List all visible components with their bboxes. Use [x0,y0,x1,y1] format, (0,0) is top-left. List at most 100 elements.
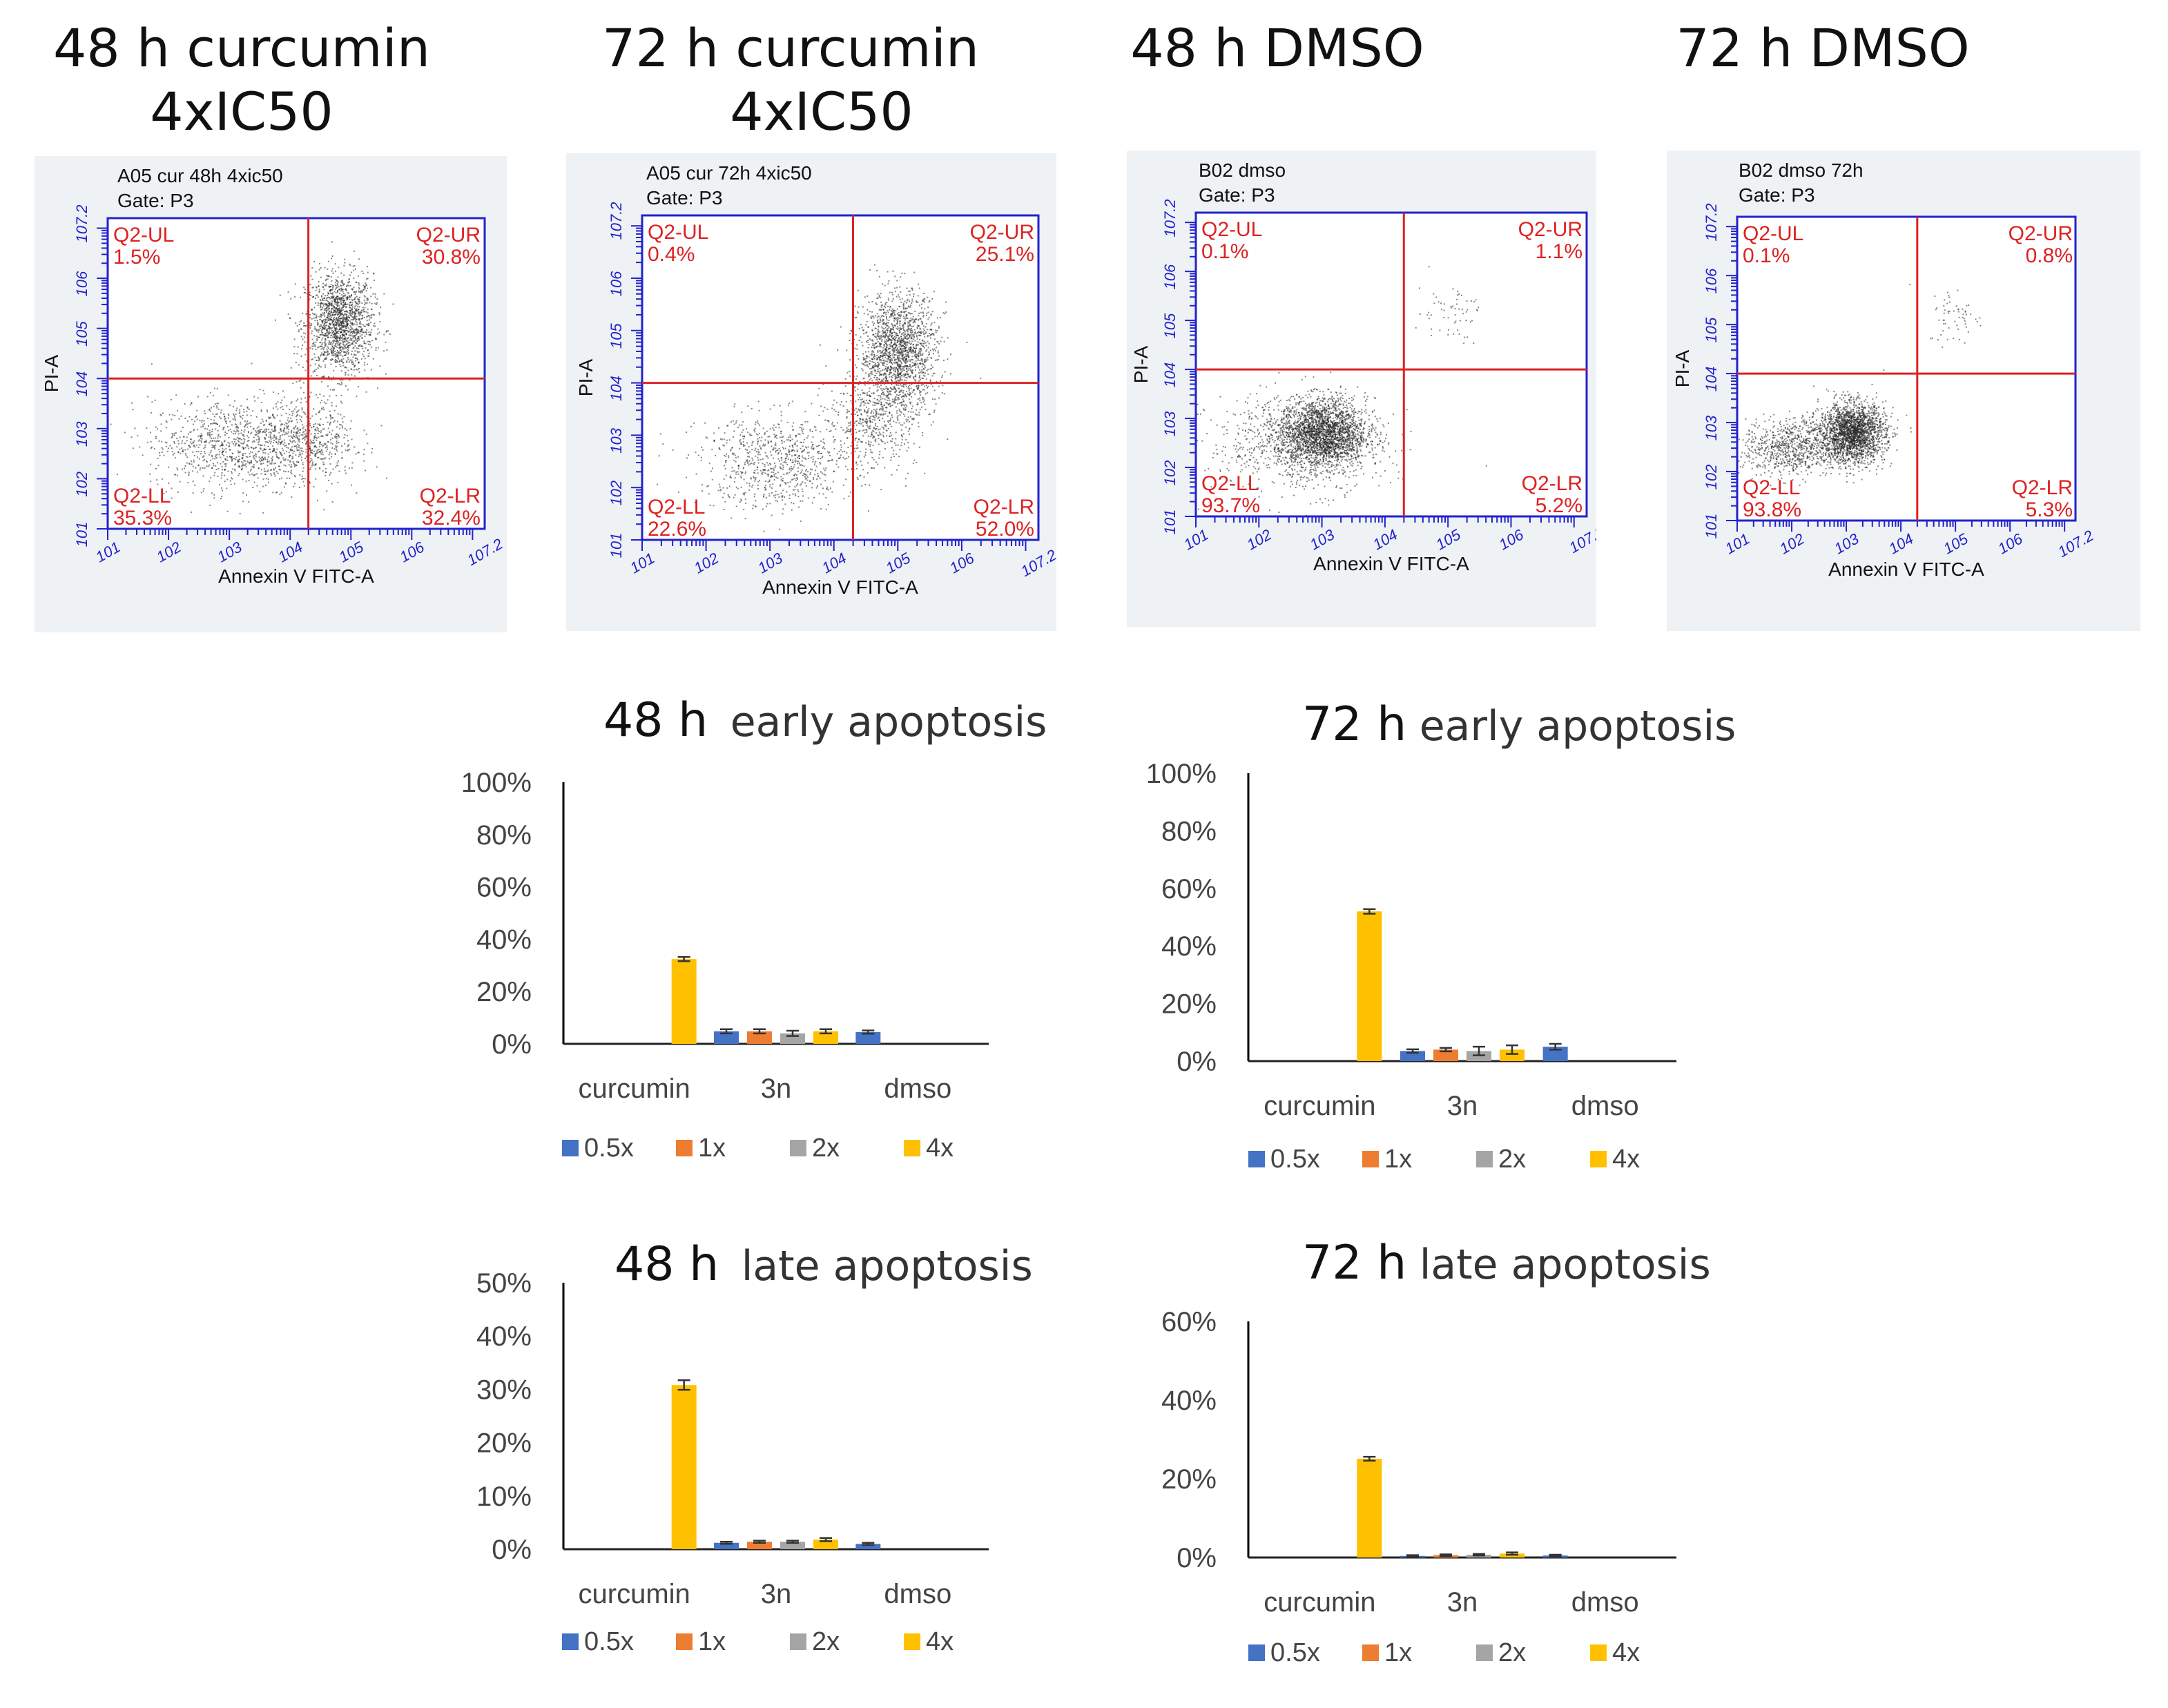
error-bar [1440,1553,1452,1557]
error-bar [677,955,690,962]
quadrant-ll-label: Q2-LL [648,496,705,518]
bar-4x-curcumin [671,1385,697,1549]
flow-y-tick-label: 104 [1703,367,1720,392]
flow-gate-label: Gate: P3 [117,190,194,211]
error-bar [1506,1044,1518,1055]
flow-y-tick-label: 102 [73,472,90,497]
flow-y-tick-label: 102 [608,481,625,506]
flow-y-tick-label: 104 [608,376,625,401]
error-bar [786,1540,799,1544]
error-bar [1406,1048,1419,1054]
chart-heading: 72 h [1302,697,1407,752]
quadrant-lr-value: 5.3% [2026,498,2073,521]
legend-swatch-1x [676,1633,693,1650]
flow-y-tick-label: 107.2 [1161,199,1179,237]
flow-header-2-line2: 4xIC50 [730,81,913,142]
flow-sample-label: B02 dmso [1199,159,1286,181]
quadrant-ur-value: 30.8% [422,246,481,269]
error-bar [1473,1045,1485,1056]
flow-y-tick-label: 106 [1703,268,1720,293]
quadrant-ur-value: 25.1% [976,243,1034,266]
legend-swatch-2x [790,1633,806,1650]
legend-label: 0.5x [584,1627,634,1656]
flow-header-1-line1: 48 h curcumin [53,17,430,79]
bar-0.5x-3n [714,1031,739,1044]
legend-label: 0.5x [1270,1638,1320,1667]
y-tick-label: 80% [476,820,532,851]
flow-y-axis-label: PI-A [1130,345,1152,383]
x-tick-label: curcumin [579,1579,690,1609]
flow-y-axis-label: PI-A [41,354,62,392]
flow-y-tick-label: 105 [1703,317,1720,342]
flow-y-tick-label: 106 [1161,264,1179,289]
chart-subtitle: late apoptosis [741,1242,1033,1290]
flow-sample-label: A05 cur 48h 4xic50 [117,165,283,186]
x-tick-label: curcumin [1264,1587,1375,1618]
flow-plot-2: A05 cur 72h 4xic50 Gate: P3 101 102 103 104… [575,162,1059,598]
y-tick-label: 10% [476,1482,532,1512]
flow-y-tick-label: 103 [73,421,90,447]
y-tick-label: 0% [1177,1543,1217,1573]
flow-x-axis-label: Annexin V FITC-A [1828,559,1984,580]
quadrant-ul-label: Q2-UL [1201,218,1262,241]
flow-header-4-line1: 72 h DMSO [1676,17,1970,79]
error-bar [720,1028,733,1035]
quadrant-ll-value: 93.8% [1743,498,1801,521]
x-tick-label: dmso [1571,1587,1639,1618]
bar-4x-3n [1500,1049,1525,1061]
flow-sample-label: B02 dmso 72h [1739,159,1864,181]
flow-y-tick-label: 106 [608,271,625,296]
quadrant-ll-label: Q2-LL [1201,472,1259,495]
legend-label: 4x [926,1627,954,1656]
flow-y-ticks: 101 102 103 104 105 106 107.2 [608,202,642,558]
flow-x-axis-label: Annexin V FITC-A [762,576,918,598]
legend-label: 1x [698,1134,726,1163]
flow-plot-4: B02 dmso 72h Gate: P3 101 102 103 104 105 106… [1672,159,2096,580]
quadrant-ur-value: 1.1% [1536,240,1583,263]
quadrant-ll-label: Q2-LL [1743,476,1800,499]
error-bar [1406,1554,1419,1558]
flow-y-ticks: 101 102 103 104 105 106 107.2 [73,204,108,547]
chart-title-late-72: 72 h late apoptosis [1302,1236,1711,1290]
quadrant-ur-label: Q2-UR [1518,218,1583,241]
quadrant-ll-value: 22.6% [648,518,706,541]
chart-title-late-48: 48 h late apoptosis [614,1237,1033,1292]
flow-y-ticks: 101 102 103 104 105 106 107.2 [1161,199,1196,534]
bar-2x-3n [780,1542,805,1549]
error-bar [862,1542,875,1546]
legend-label: 1x [1384,1145,1412,1174]
legend-swatch-1x [1362,1151,1379,1167]
flow-y-tick-label: 105 [73,321,90,347]
bar-1x-3n [1433,1049,1458,1061]
error-bar [1473,1553,1485,1557]
bar-0.5x-dmso [855,1031,881,1044]
y-tick-label: 40% [1161,931,1217,962]
flow-y-ticks: 101 102 103 104 105 106 107.2 [1703,203,1737,538]
y-tick-label: 40% [1161,1386,1217,1416]
flow-header-3-line1: 48 h DMSO [1130,17,1424,79]
quadrant-ur-label: Q2-UR [416,224,481,246]
flow-events [1738,284,1982,486]
legend-swatch-1x [1362,1644,1379,1661]
quadrant-ul-value: 1.5% [113,246,160,269]
flow-y-tick-label: 103 [608,427,625,453]
flow-sample-label: A05 cur 72h 4xic50 [646,162,812,184]
flow-y-tick-label: 104 [73,371,90,397]
legend-swatch-4x [1590,1151,1607,1167]
flow-plot-frame [1194,211,1588,518]
chart-heading: 48 h [603,693,708,748]
bar-4x-curcumin [1357,1458,1382,1557]
error-bar [677,1379,690,1391]
legend-label: 4x [926,1134,954,1163]
legend-label: 1x [698,1627,726,1656]
flow-y-tick-label: 107.2 [73,204,90,242]
quadrant-lr-label: Q2-LR [1522,472,1583,495]
x-tick-label: curcumin [1264,1091,1375,1121]
y-tick-label: 20% [476,977,532,1007]
flow-events [656,264,982,532]
quadrant-ll-value: 35.3% [113,507,172,530]
error-bar [1440,1047,1452,1053]
flow-y-tick-label: 104 [1161,362,1179,388]
flow-y-tick-label: 105 [1161,313,1179,338]
